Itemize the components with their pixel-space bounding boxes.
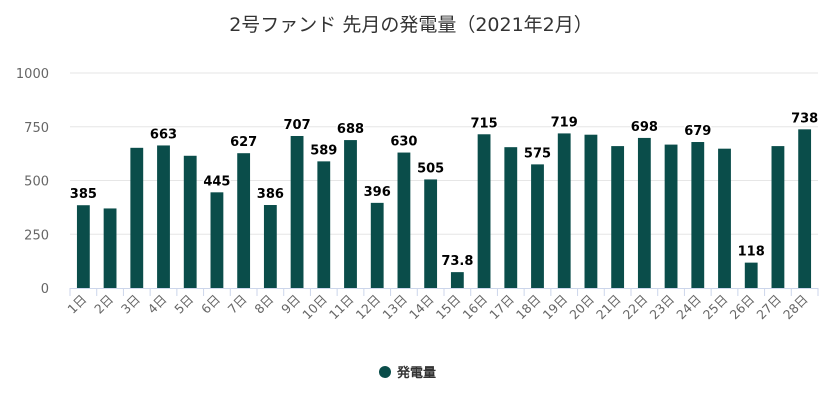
bar[interactable] — [103, 208, 117, 288]
y-tick-label: 1000 — [16, 67, 49, 82]
bar[interactable] — [290, 135, 304, 288]
bar[interactable] — [450, 272, 464, 288]
bar[interactable] — [76, 205, 90, 288]
bar[interactable] — [344, 140, 357, 288]
data-label: 627 — [230, 135, 257, 150]
bar[interactable] — [664, 144, 678, 288]
bar[interactable] — [183, 155, 197, 288]
data-label: 575 — [524, 146, 551, 161]
bar[interactable] — [611, 146, 625, 288]
data-label: 679 — [684, 124, 711, 139]
bar[interactable] — [237, 153, 251, 288]
data-label: 663 — [150, 127, 177, 142]
bar[interactable] — [718, 148, 731, 288]
data-label: 118 — [738, 245, 765, 260]
x-tick-label: 21日 — [593, 292, 624, 323]
x-tick-label: 18日 — [513, 292, 544, 323]
bar[interactable] — [744, 262, 758, 288]
data-label: 505 — [417, 161, 444, 176]
x-tick-label: 24日 — [673, 292, 704, 323]
x-tick-label: 2日 — [91, 292, 116, 317]
data-label: 707 — [284, 118, 311, 133]
x-tick-label: 3日 — [118, 292, 143, 317]
data-label: 738 — [791, 111, 818, 126]
x-tick-label: 19日 — [540, 292, 571, 323]
x-tick-label: 15日 — [433, 292, 464, 323]
x-tick-label: 8日 — [251, 292, 276, 317]
data-label: 688 — [337, 122, 364, 137]
bar[interactable] — [130, 147, 144, 288]
bar[interactable] — [531, 164, 544, 288]
x-tick-label: 23日 — [646, 292, 677, 323]
bar[interactable] — [397, 152, 411, 288]
y-tick-label: 0 — [41, 282, 49, 297]
bar[interactable] — [771, 146, 785, 288]
bar[interactable] — [317, 161, 331, 288]
data-label: 385 — [70, 187, 97, 202]
x-tick-label: 6日 — [198, 292, 223, 317]
bar[interactable] — [637, 137, 651, 288]
x-tick-label: 22日 — [620, 292, 651, 323]
bar[interactable] — [424, 179, 438, 288]
data-label: 445 — [203, 174, 230, 189]
bar[interactable] — [584, 134, 598, 288]
bar[interactable] — [798, 129, 812, 288]
x-tick-label: 16日 — [459, 292, 490, 323]
bar[interactable] — [157, 145, 170, 288]
x-tick-label: 27日 — [753, 292, 784, 323]
data-label: 630 — [390, 135, 417, 150]
data-label: 589 — [310, 143, 337, 158]
data-label: 396 — [364, 185, 391, 200]
data-label: 73.8 — [441, 254, 473, 269]
x-tick-label: 1日 — [64, 292, 89, 317]
x-tick-label: 12日 — [353, 292, 384, 323]
bar[interactable] — [504, 147, 518, 288]
x-tick-label: 20日 — [566, 292, 597, 323]
legend-label[interactable]: 発電量 — [396, 365, 436, 381]
bar-series — [76, 129, 812, 288]
bar[interactable] — [263, 205, 277, 288]
x-tick-label: 4日 — [145, 292, 170, 317]
data-label: 698 — [631, 120, 658, 135]
y-axis-ticks: 0 250 500 750 1000 — [16, 67, 49, 297]
legend-marker — [379, 366, 391, 378]
bar[interactable] — [210, 192, 224, 288]
bar[interactable] — [477, 134, 491, 288]
x-tick-label: 7日 — [225, 292, 250, 317]
bar[interactable] — [370, 202, 384, 288]
x-tick-label: 28日 — [780, 292, 811, 323]
y-tick-label: 750 — [24, 121, 49, 136]
x-axis-ticks: 1日 2日 3日 4日 5日 6日 7日 8日 9日10日11日12日13日14日15日16日1… — [64, 288, 819, 323]
x-tick-label: 17日 — [486, 292, 517, 323]
x-tick-label: 26日 — [727, 292, 758, 323]
chart-title: 2号ファンド 先月の発電量（2021年2月） — [229, 14, 593, 36]
data-label: 386 — [257, 187, 284, 202]
y-tick-label: 500 — [24, 175, 49, 190]
data-label: 719 — [551, 115, 578, 130]
x-tick-label: 11日 — [326, 292, 357, 323]
y-tick-label: 250 — [24, 228, 49, 243]
data-label: 715 — [471, 116, 498, 131]
legend[interactable]: 発電量 — [379, 365, 436, 381]
x-tick-label: 10日 — [299, 292, 330, 323]
bar[interactable] — [557, 133, 571, 288]
x-tick-label: 25日 — [700, 292, 731, 323]
bar[interactable] — [691, 142, 705, 288]
x-tick-label: 5日 — [171, 292, 196, 317]
x-tick-label: 14日 — [406, 292, 437, 323]
x-tick-label: 13日 — [379, 292, 410, 323]
